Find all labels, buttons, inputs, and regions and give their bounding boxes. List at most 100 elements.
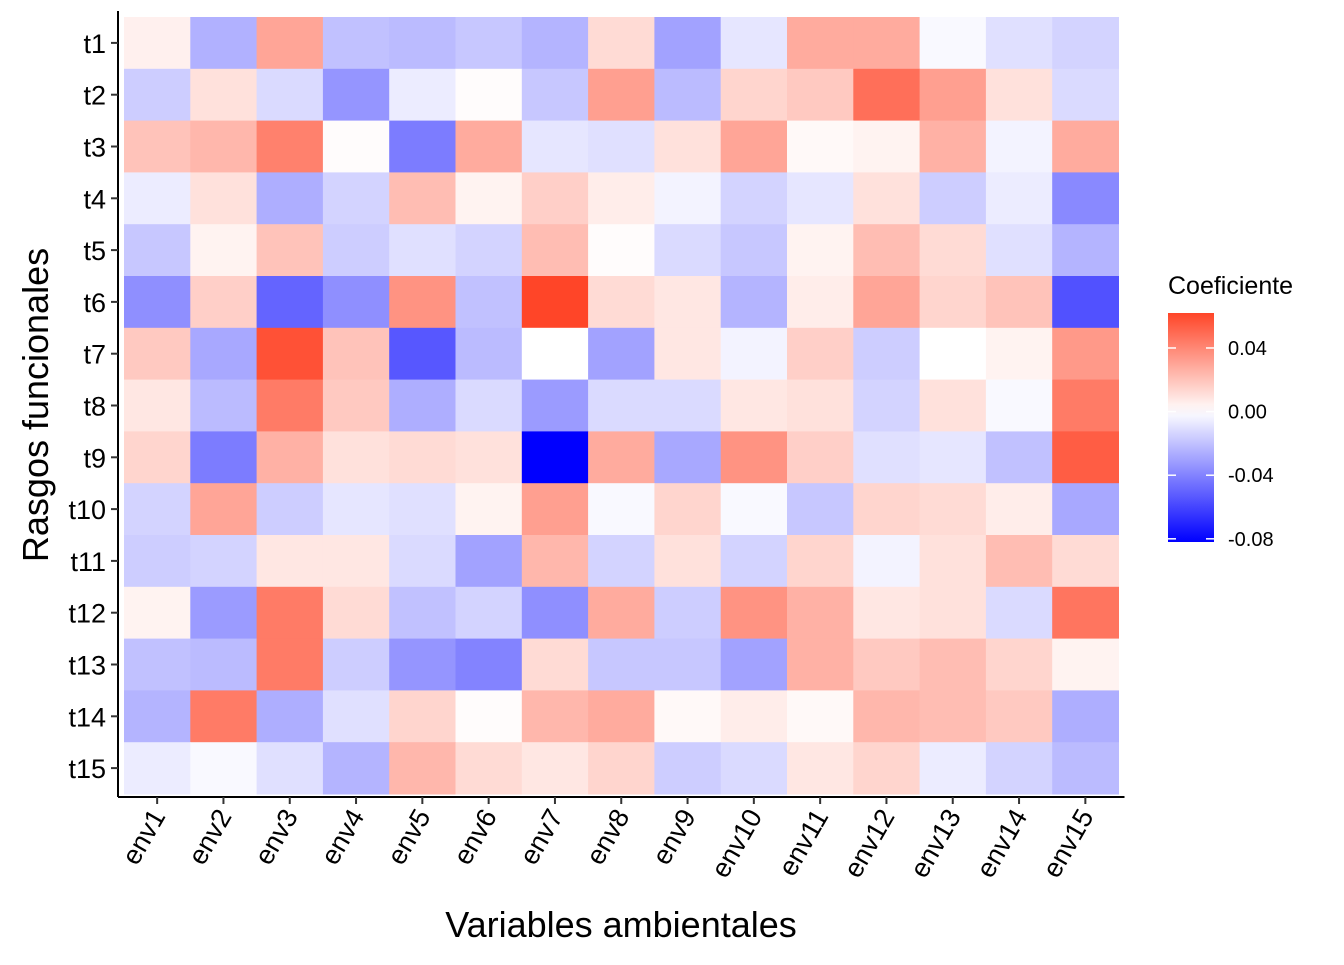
heatmap-cell-t4-env2 [190,172,258,225]
heatmap-cell-t14-env5 [389,690,456,743]
heatmap-cell-t8-env10 [720,379,788,432]
y-axis-title: Rasgos funcionales [15,248,56,562]
heatmap-cell-t2-env13 [919,68,987,122]
heatmap-cell-t7-env15 [1052,327,1119,381]
heatmap-cell-t11-env12 [853,535,921,588]
heatmap-cell-t10-env14 [985,483,1053,536]
heatmap-cell-t9-env2 [190,431,258,484]
heatmap-cell-t2-env2 [190,68,258,122]
heatmap-cell-t7-env5 [389,327,456,381]
heatmap-cell-t8-env7 [521,379,589,432]
heatmap-cell-t14-env7 [521,690,589,743]
heatmap-cell-t11-env13 [919,535,987,588]
heatmap-cell-t8-env8 [588,379,655,432]
heatmap-cell-t14-env10 [720,690,788,743]
heatmap-cell-t10-env9 [654,483,722,536]
heatmap-cell-t14-env11 [787,690,854,743]
heatmap-cell-t10-env13 [919,483,987,536]
y-tick-label-t7: t7 [83,340,106,370]
heatmap-cell-t2-env9 [654,68,722,122]
heatmap-cell-t8-env3 [256,379,324,432]
heatmap-cell-t12-env3 [256,586,324,640]
heatmap-cell-t13-env4 [322,638,390,691]
x-tick-label-env10: env10 [705,804,768,883]
heatmap-cell-t4-env3 [256,172,324,225]
heatmap-cell-t12-env5 [389,586,456,640]
heatmap-cell-t3-env13 [919,120,987,173]
heatmap-cell-t10-env6 [455,483,523,536]
heatmap-cell-t4-env15 [1052,172,1119,225]
heatmap-cell-t15-env13 [919,742,987,795]
heatmap-cell-t1-env2 [190,17,258,70]
heatmap-cell-t11-env6 [455,535,523,588]
heatmap-cell-t15-env11 [787,742,854,795]
heatmap-cell-t15-env7 [521,742,589,795]
heatmap-cell-t6-env14 [985,276,1053,329]
heatmap-cell-t14-env4 [322,690,390,743]
heatmap-cell-t14-env9 [654,690,722,743]
heatmap-cell-t2-env1 [124,68,191,122]
heatmap-cell-t9-env12 [853,431,921,484]
heatmap-cell-t6-env2 [190,276,258,329]
heatmap-cell-t8-env15 [1052,379,1119,432]
heatmap-cell-t7-env12 [853,327,921,381]
heatmap-cell-t3-env10 [720,120,788,173]
x-tick-label-env2: env2 [182,804,237,870]
heatmap-cell-t12-env7 [521,586,589,640]
heatmap-cell-t6-env12 [853,276,921,329]
heatmap-cell-t11-env5 [389,535,456,588]
heatmap-cell-t10-env2 [190,483,258,536]
heatmap-cell-t1-env8 [588,17,655,70]
heatmap-cell-t10-env7 [521,483,589,536]
heatmap-cell-t6-env8 [588,276,655,329]
x-tick-labels: env1 env2 env3 env4 env5 env6 env7 env8 env9 env1… [116,797,1100,883]
heatmap-cell-t13-env14 [985,638,1053,691]
heatmap-cell-t9-env3 [256,431,324,484]
heatmap-cell-t3-env12 [853,120,921,173]
heatmap-cell-t11-env9 [654,535,722,588]
y-tick-label-t9: t9 [83,443,106,473]
heatmap-cell-t12-env10 [720,586,788,640]
heatmap-cell-t10-env5 [389,483,456,536]
heatmap-cell-t14-env13 [919,690,987,743]
heatmap-cell-t9-env1 [124,431,191,484]
legend-tick-label: 0.04 [1228,338,1267,360]
heatmap-cell-t5-env7 [521,224,589,277]
heatmap-cell-t11-env1 [124,535,191,588]
heatmap-cell-t13-env2 [190,638,258,691]
heatmap-cell-t5-env9 [654,224,722,277]
heatmap-cell-t1-env9 [654,17,722,70]
heatmap-cell-t10-env3 [256,483,324,536]
heatmap-cell-t15-env15 [1052,742,1119,795]
heatmap-cell-t4-env5 [389,172,456,225]
heatmap-cell-t15-env10 [720,742,788,795]
heatmap-cell-t3-env9 [654,120,722,173]
heatmap-cell-t5-env10 [720,224,788,277]
heatmap-cell-t9-env4 [322,431,390,484]
heatmap-cell-t11-env3 [256,535,324,588]
heatmap-cell-t8-env11 [787,379,854,432]
heatmap-cell-t11-env7 [521,535,589,588]
legend-title: Coeficiente [1168,272,1293,300]
heatmap-cell-t6-env11 [787,276,854,329]
heatmap-cell-t15-env3 [256,742,324,795]
heatmap-cell-t1-env6 [455,17,523,70]
heatmap-cell-t10-env11 [787,483,854,536]
legend-tick-label: -0.08 [1228,529,1274,551]
heatmap-cell-t14-env3 [256,690,324,743]
heatmap-cell-t11-env2 [190,535,258,588]
heatmap-cell-t4-env12 [853,172,921,225]
heatmap-cell-t3-env2 [190,120,258,173]
heatmap-cell-t2-env8 [588,68,655,122]
heatmap-cell-t9-env13 [919,431,987,484]
heatmap-cell-t3-env1 [124,120,191,173]
heatmap-cell-t11-env14 [985,535,1053,588]
heatmap-cell-t5-env15 [1052,224,1119,277]
y-tick-label-t10: t10 [68,495,106,525]
heatmap-cell-t13-env13 [919,638,987,691]
heatmap-cell-t2-env11 [787,68,854,122]
heatmap-cell-t5-env11 [787,224,854,277]
color-legend: Coeficiente 0.04 0.00 -0.04 -0.08 [1168,272,1293,551]
heatmap-cell-t3-env3 [256,120,324,173]
heatmap-cell-t3-env8 [588,120,655,173]
